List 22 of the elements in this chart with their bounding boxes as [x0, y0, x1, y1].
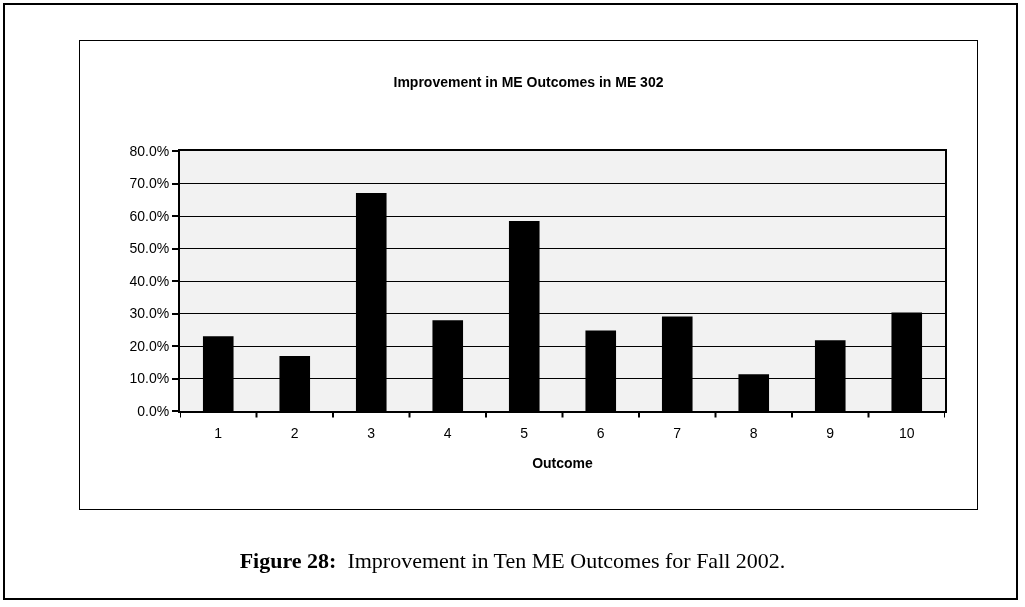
y-tick-label: 30.0%: [129, 305, 170, 322]
y-tick-label: 60.0%: [129, 207, 170, 224]
x-tick-label: 10: [898, 424, 915, 441]
y-tick-label: 10.0%: [129, 370, 170, 387]
x-tick-label: 1: [214, 424, 223, 441]
y-tick-label: 0.0%: [137, 402, 170, 419]
x-tick-label: 5: [520, 424, 529, 441]
x-tick-label: 7: [673, 424, 682, 441]
x-tick-label: 4: [443, 424, 452, 441]
y-tick-label: 50.0%: [129, 240, 170, 257]
x-tick-label: 8: [749, 424, 758, 441]
x-tick-label: 9: [826, 424, 835, 441]
y-tick-label: 80.0%: [129, 142, 170, 159]
chart-title: Improvement in ME Outcomes in ME 302: [393, 74, 664, 91]
x-axis-title: Outcome: [532, 454, 594, 471]
x-tick-label: 6: [596, 424, 605, 441]
y-tick-label: 70.0%: [129, 175, 170, 192]
caption: Figure 28: Improvement in Ten ME Outcomes for Fall 2002.: [239, 548, 786, 573]
x-tick-label: 3: [367, 424, 376, 441]
y-tick-label: 40.0%: [129, 272, 170, 289]
y-tick-label: 20.0%: [129, 337, 170, 354]
x-tick-label: 2: [290, 424, 299, 441]
